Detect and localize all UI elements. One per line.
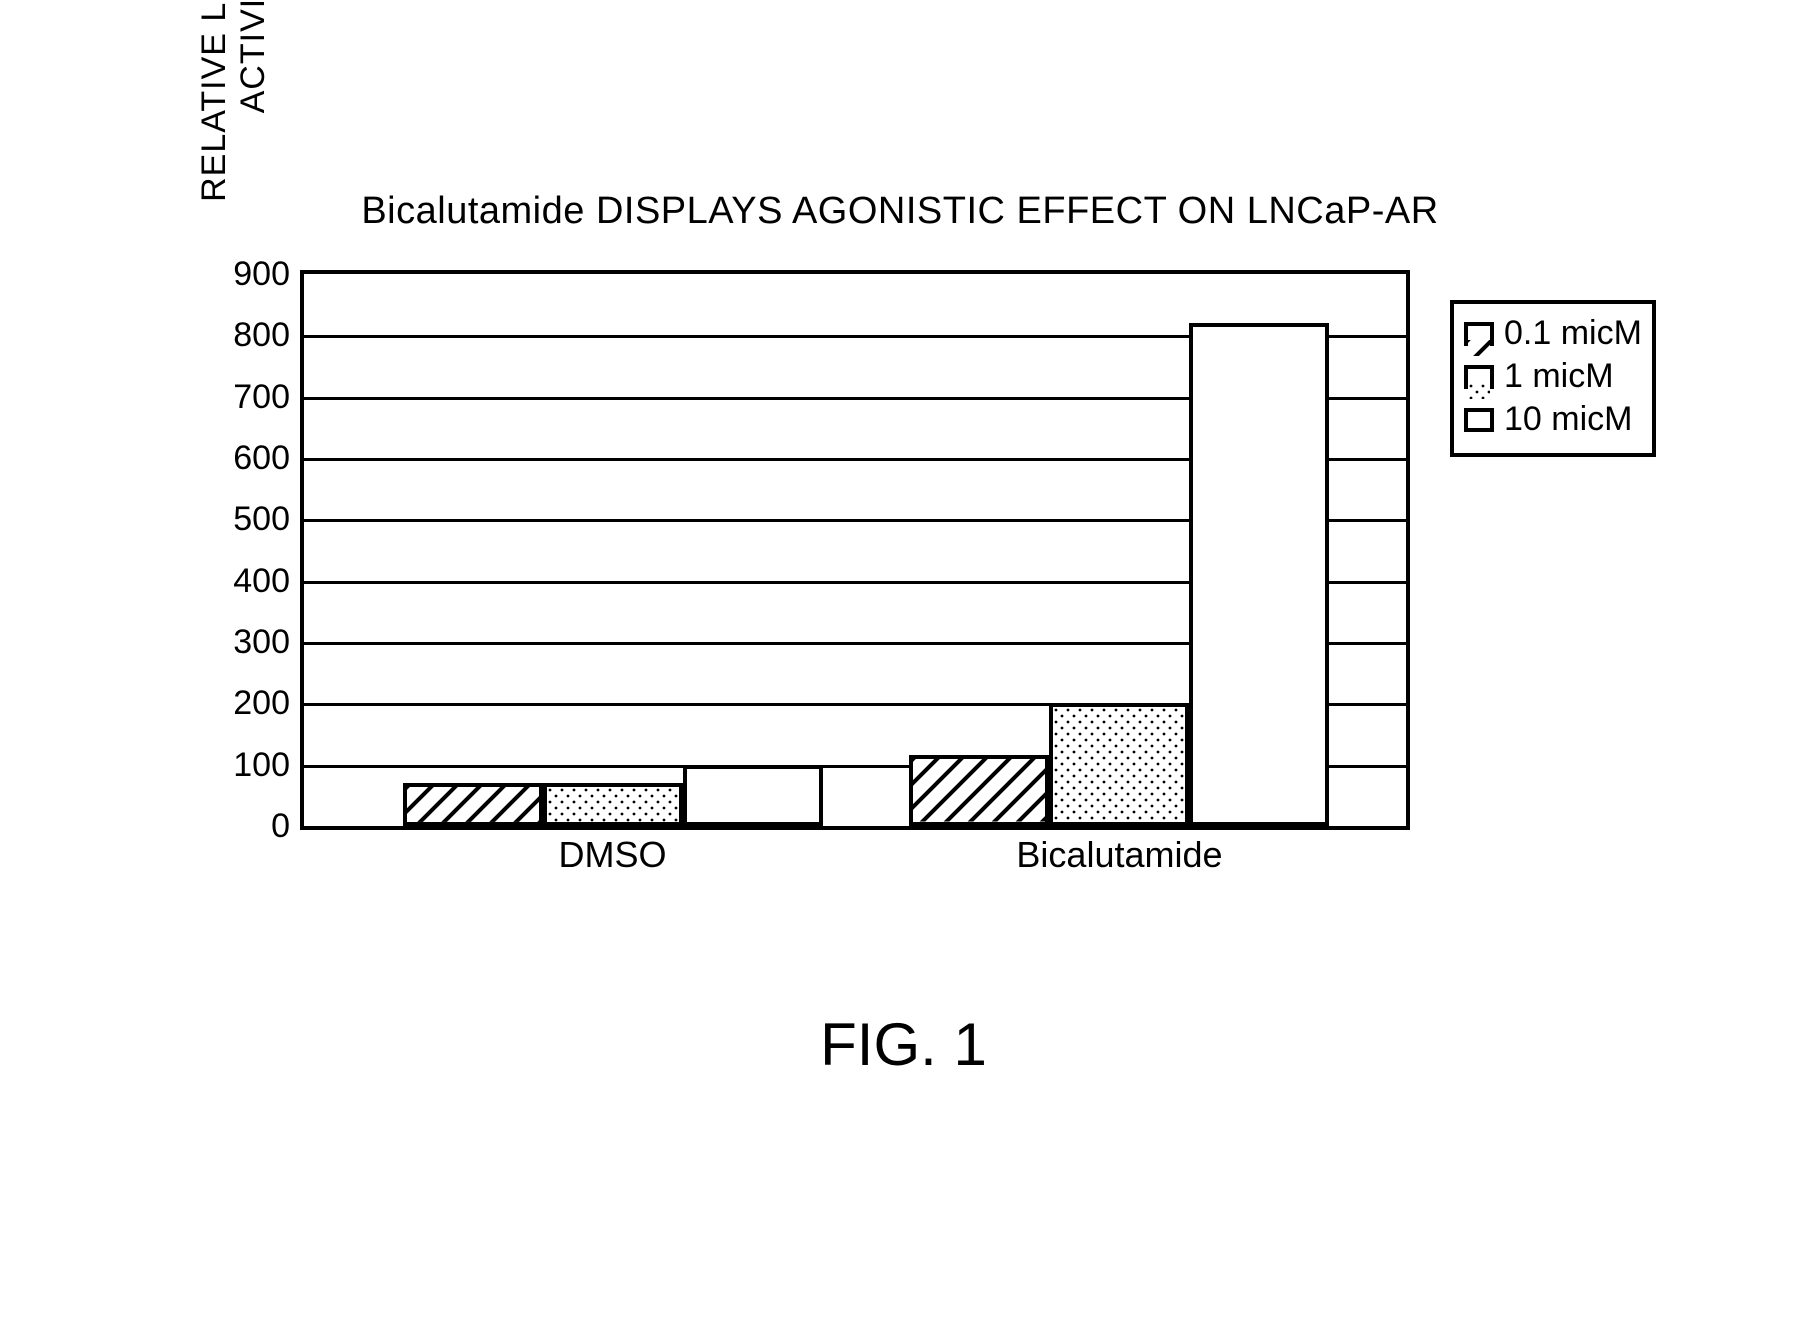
legend-item: 10 micM xyxy=(1464,400,1642,439)
legend-label: 1 micM xyxy=(1504,357,1614,396)
chart-title: Bicalutamide DISPLAYS AGONISTIC EFFECT O… xyxy=(350,190,1450,233)
legend: 0.1 micM 1 micM 10 micM xyxy=(1450,300,1656,457)
bar xyxy=(543,783,683,826)
legend-item: 0.1 micM xyxy=(1464,314,1642,353)
x-category-label: Bicalutamide xyxy=(1016,826,1222,876)
y-tick-label: 500 xyxy=(200,502,304,536)
y-tick-label: 800 xyxy=(200,318,304,352)
y-tick-label: 100 xyxy=(200,748,304,782)
legend-label: 0.1 micM xyxy=(1504,314,1642,353)
y-tick-label: 600 xyxy=(200,441,304,475)
plot-area: 0100200300400500600700800900DMSOBicaluta… xyxy=(300,270,1410,830)
bar xyxy=(1189,323,1329,826)
page: Bicalutamide DISPLAYS AGONISTIC EFFECT O… xyxy=(0,0,1807,1331)
x-category-label: DMSO xyxy=(559,826,667,876)
y-tick-label: 300 xyxy=(200,625,304,659)
bar xyxy=(403,783,543,826)
figure-caption: FIG. 1 xyxy=(0,1010,1807,1079)
y-axis-label: RELATIVE LUCIFERASE ACTIVITY (%) xyxy=(195,0,273,280)
legend-swatch-hatch-icon xyxy=(1464,322,1494,346)
y-tick-label: 0 xyxy=(200,809,304,843)
bar xyxy=(683,765,823,826)
y-tick-label: 200 xyxy=(200,686,304,720)
legend-label: 10 micM xyxy=(1504,400,1632,439)
bar xyxy=(1049,703,1189,826)
y-tick-label: 700 xyxy=(200,380,304,414)
y-tick-label: 400 xyxy=(200,564,304,598)
bar xyxy=(909,755,1049,826)
y-tick-label: 900 xyxy=(200,257,304,291)
legend-swatch-white-icon xyxy=(1464,408,1494,432)
legend-swatch-dots-icon xyxy=(1464,365,1494,389)
legend-item: 1 micM xyxy=(1464,357,1642,396)
